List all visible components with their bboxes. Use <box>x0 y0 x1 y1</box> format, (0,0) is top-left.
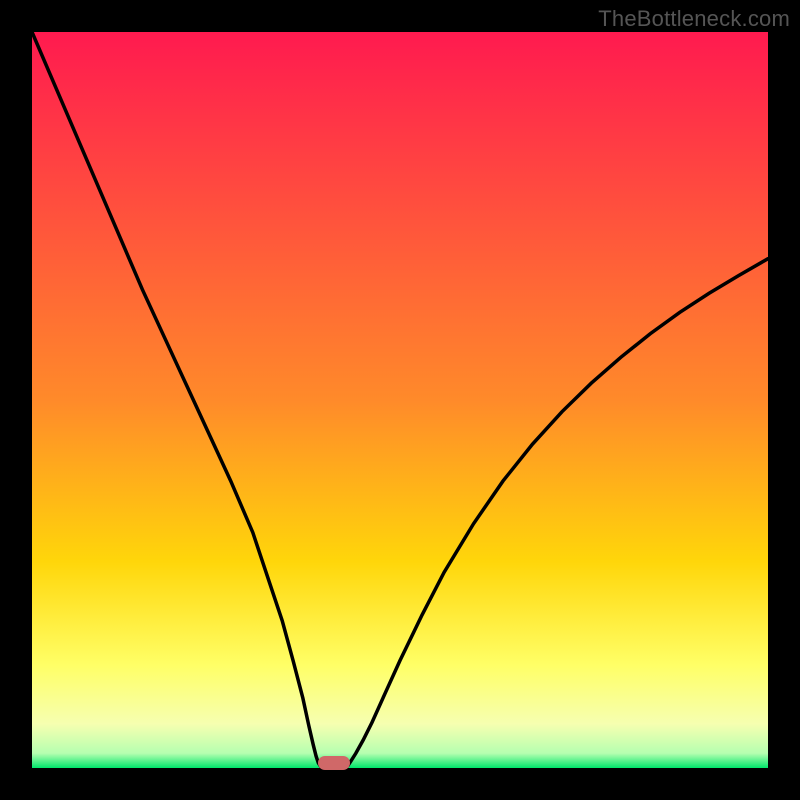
root-container: TheBottleneck.com <box>0 0 800 800</box>
curve-svg <box>32 32 768 768</box>
plot-area <box>32 32 768 768</box>
watermark-text: TheBottleneck.com <box>598 6 790 32</box>
left-branch-path <box>32 32 323 767</box>
right-branch-path <box>345 259 768 768</box>
bottom-pill-marker <box>318 756 350 770</box>
